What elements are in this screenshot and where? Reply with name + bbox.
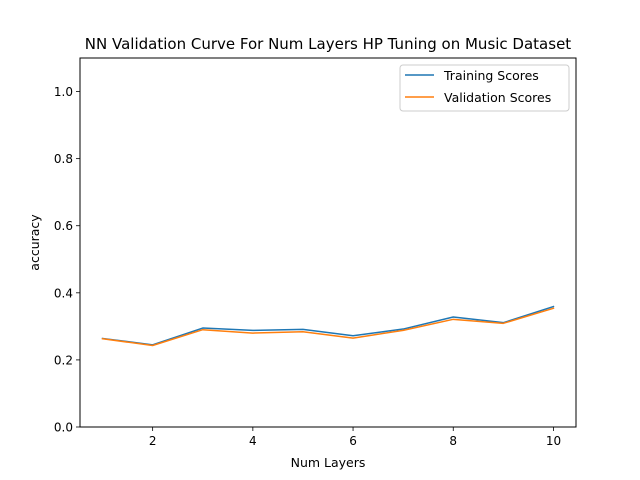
y-axis-label: accuracy — [27, 214, 42, 271]
tick-group: 2 4 6 8 10 0.0 0.2 0.4 0.6 0.8 1.0 — [54, 85, 561, 448]
plot-area — [101, 305, 555, 347]
x-tick-label: 8 — [449, 434, 457, 448]
axes-frame — [79, 57, 577, 428]
y-tick-label: 0.6 — [54, 219, 73, 233]
x-tick-label: 6 — [349, 434, 357, 448]
legend-box — [399, 64, 570, 112]
x-axis-label: Num Layers — [291, 455, 366, 470]
y-tick-label: 1.0 — [54, 85, 73, 99]
y-tick-label: 0.2 — [54, 353, 73, 367]
series-line-validation — [101, 307, 555, 347]
y-tick-label: 0.0 — [54, 421, 73, 435]
x-tick-label: 2 — [149, 434, 157, 448]
series-line-training — [101, 305, 555, 346]
legend-label-validation: Validation Scores — [444, 90, 551, 105]
x-tick-label: 10 — [546, 434, 561, 448]
y-tick-label: 0.8 — [54, 152, 73, 166]
legend: Training Scores Validation Scores — [399, 64, 570, 112]
x-tick-label: 4 — [249, 434, 257, 448]
y-tick-label: 0.4 — [54, 286, 73, 300]
legend-label-training: Training Scores — [443, 68, 539, 83]
chart-title: NN Validation Curve For Num Layers HP Tu… — [85, 35, 571, 53]
